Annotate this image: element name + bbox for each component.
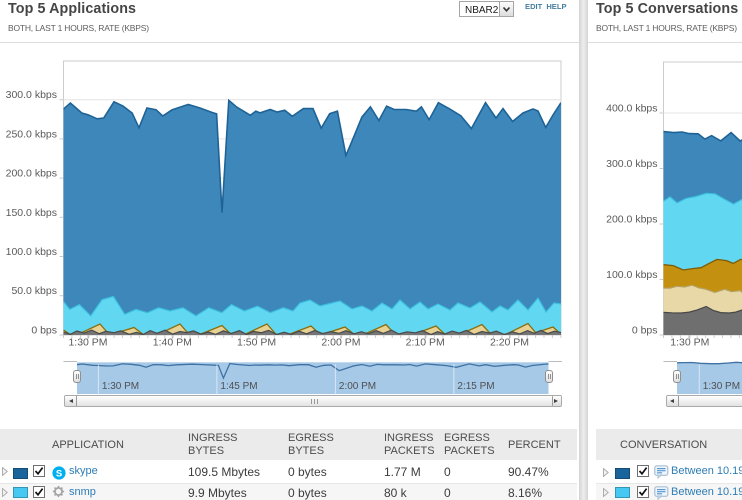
svg-text:1:30 PM: 1:30 PM xyxy=(703,381,740,392)
svg-text:0 bps: 0 bps xyxy=(31,325,57,337)
svg-text:300.0 kbps: 300.0 kbps xyxy=(606,158,657,170)
svg-text:2:15 PM: 2:15 PM xyxy=(457,381,494,392)
svg-text:0 bps: 0 bps xyxy=(632,325,658,337)
svg-text:2:10 PM: 2:10 PM xyxy=(406,337,445,349)
svg-text:1:30 PM: 1:30 PM xyxy=(102,381,139,392)
svg-text:300.0 kbps: 300.0 kbps xyxy=(6,89,57,101)
svg-text:100.0 kbps: 100.0 kbps xyxy=(6,246,57,258)
svg-text:200.0 kbps: 200.0 kbps xyxy=(6,168,57,180)
svg-text:250.0 kbps: 250.0 kbps xyxy=(6,128,57,140)
svg-text:400.0 kbps: 400.0 kbps xyxy=(606,103,657,115)
svg-text:1:45 PM: 1:45 PM xyxy=(220,381,257,392)
svg-text:1:40 PM: 1:40 PM xyxy=(153,337,192,349)
svg-text:1:50 PM: 1:50 PM xyxy=(237,337,276,349)
svg-text:50.0 kbps: 50.0 kbps xyxy=(11,285,57,297)
svg-text:2:00 PM: 2:00 PM xyxy=(321,337,360,349)
svg-text:2:00 PM: 2:00 PM xyxy=(339,381,376,392)
svg-text:S: S xyxy=(56,468,62,479)
svg-text:150.0 kbps: 150.0 kbps xyxy=(6,207,57,219)
svg-text:100.0 kbps: 100.0 kbps xyxy=(606,269,657,281)
svg-text:1:30 PM: 1:30 PM xyxy=(670,337,709,349)
svg-text:200.0 kbps: 200.0 kbps xyxy=(606,214,657,226)
svg-text:1:30 PM: 1:30 PM xyxy=(68,337,107,349)
svg-text:2:20 PM: 2:20 PM xyxy=(490,337,529,349)
